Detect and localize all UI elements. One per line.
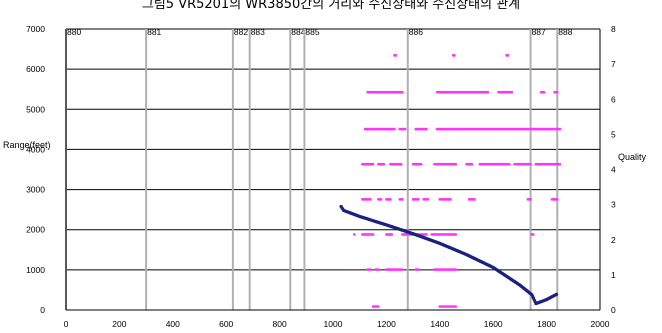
quality-point [369, 198, 372, 201]
quality-point [454, 268, 458, 271]
quality-point [542, 90, 546, 94]
quality-point [529, 198, 532, 201]
quality-point [382, 162, 386, 166]
x-tick-label: 800 [273, 319, 287, 329]
y-left-axis-label: Range(feet) [3, 140, 51, 150]
x-tick-label: 600 [219, 319, 233, 329]
quality-point [393, 127, 396, 131]
y-right-tick-label: 2 [611, 235, 616, 245]
quality-point [353, 233, 356, 236]
y-left-tick-label: 6000 [26, 64, 45, 74]
y-left-tick-label: 7000 [26, 24, 45, 34]
marker-label: 886 [409, 27, 423, 37]
quality-point [419, 162, 423, 166]
y-right-tick-label: 4 [611, 165, 616, 175]
marker-label: 884 [291, 27, 305, 37]
y-left-tick-label: 1000 [26, 265, 45, 275]
x-tick-label: 1800 [537, 319, 556, 329]
y-left-tick-label: 2000 [26, 225, 45, 235]
quality-point [454, 233, 458, 236]
range-point [554, 292, 559, 296]
x-tick-label: 1600 [484, 319, 503, 329]
quality-point [453, 54, 456, 57]
y-left-tick-label: 3000 [26, 185, 45, 195]
quality-point [417, 268, 420, 271]
quality-point [470, 162, 474, 166]
y-right-axis-label: Quality [618, 152, 647, 162]
quality-point [454, 305, 458, 308]
quality-point [394, 54, 398, 57]
marker-label: 880 [67, 27, 81, 37]
y-left-tick-label: 4000 [26, 144, 45, 154]
marker-label: 885 [305, 27, 319, 37]
marker-label: 882 [234, 27, 248, 37]
marker-label: 888 [558, 27, 572, 37]
quality-point [529, 162, 532, 166]
quality-point [426, 198, 430, 201]
marker-label: 881 [147, 27, 161, 37]
x-tick-label: 400 [166, 319, 180, 329]
quality-point [486, 90, 490, 94]
y-right-tick-label: 7 [611, 59, 616, 69]
quality-point [417, 198, 420, 201]
quality-point [555, 90, 559, 94]
x-tick-label: 2000 [591, 319, 610, 329]
quality-point [369, 268, 372, 271]
y-right-tick-label: 0 [611, 305, 616, 315]
quality-point [558, 162, 562, 166]
x-tick-label: 1200 [377, 319, 396, 329]
quality-point [506, 54, 510, 57]
quality-point [531, 233, 535, 236]
axis-layer: 0 200 400 600 800 1000 1200 1400 1600 1800 2000010… [26, 24, 616, 329]
x-tick-label: 1400 [430, 319, 449, 329]
y-right-tick-label: 5 [611, 129, 616, 139]
quality-point [371, 233, 375, 236]
quality-point [425, 233, 428, 236]
y-right-tick-label: 1 [611, 270, 616, 280]
marker-label: 883 [251, 27, 265, 37]
quality-point [403, 127, 407, 131]
quality-point [399, 162, 403, 166]
x-tick-label: 1000 [324, 319, 343, 329]
quality-point [377, 305, 380, 308]
quality-point [510, 90, 514, 94]
quality-point [555, 198, 559, 201]
quality-point [401, 198, 404, 201]
quality-point [379, 198, 383, 201]
quality-point [449, 198, 452, 201]
quality-point [425, 127, 428, 131]
y-right-tick-label: 3 [611, 200, 616, 210]
grid-layer [66, 28, 600, 271]
y-right-tick-label: 6 [611, 94, 616, 104]
quality-point [377, 268, 380, 271]
quality-point [558, 127, 562, 131]
x-tick-label: 200 [112, 319, 126, 329]
quality-point [454, 162, 458, 166]
y-left-tick-label: 5000 [26, 104, 45, 114]
quality-point [401, 90, 404, 94]
y-right-tick-label: 8 [611, 24, 616, 34]
y-left-tick-label: 0 [40, 305, 45, 315]
marker-label: 887 [532, 27, 546, 37]
quality-point [371, 162, 375, 166]
quality-point [389, 198, 392, 201]
quality-point [473, 198, 476, 201]
x-tick-label: 0 [64, 319, 69, 329]
series-layer [339, 54, 562, 308]
chart-title: 그림5 VR5201의 WR3850간의 거리와 수신상태와 수신상태의 관계 [141, 0, 521, 12]
quality-point [507, 162, 511, 166]
quality-point [401, 268, 404, 271]
quality-point [390, 233, 394, 236]
